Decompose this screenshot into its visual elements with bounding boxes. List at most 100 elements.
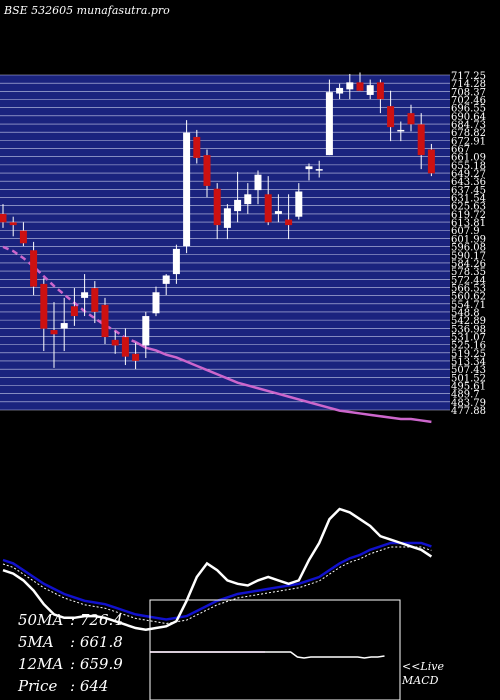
candle — [152, 286, 160, 317]
candle — [376, 79, 384, 114]
candle-body — [274, 211, 282, 214]
candle-body — [142, 316, 150, 346]
price-tick-label: 531.07 — [451, 332, 486, 343]
candle — [60, 297, 68, 352]
candle-body — [60, 323, 68, 329]
candle-body — [91, 288, 99, 312]
candle-body — [336, 87, 344, 94]
candle-body — [172, 248, 180, 275]
price-tick-label: 572.44 — [451, 275, 486, 286]
price-tick-label: 513.34 — [451, 357, 486, 368]
stat-12ma: 12MA: 659.9 — [18, 655, 123, 673]
candle — [142, 311, 150, 359]
price-tick-label: 477.88 — [451, 406, 486, 417]
candle-body — [407, 113, 415, 125]
price-tick-label: 483.79 — [451, 398, 486, 409]
price-tick-label: 690.64 — [451, 112, 486, 123]
candle-body — [356, 82, 364, 91]
candle-body — [203, 155, 211, 186]
candle-body — [162, 275, 170, 284]
candle-body — [397, 129, 405, 132]
stat-50ma: 50MA: 726.4 — [18, 611, 123, 629]
pane-value-line — [150, 651, 385, 659]
candle-body — [427, 149, 435, 174]
candle — [315, 160, 323, 178]
candle — [274, 194, 282, 223]
price-grid — [0, 74, 450, 411]
macd-dotted-line — [2, 546, 432, 625]
price-tick-label: 542.89 — [451, 316, 486, 327]
price-tick-label: 596.08 — [451, 243, 486, 254]
price-tick-label: 619.72 — [451, 210, 486, 221]
candle-body — [305, 166, 313, 170]
candle — [356, 72, 364, 91]
candle-body — [70, 306, 78, 317]
candle — [132, 342, 140, 370]
macd-indicator — [2, 507, 433, 631]
candle-body — [81, 292, 89, 298]
price-tick-label: 631.54 — [451, 194, 486, 205]
candle — [193, 129, 201, 164]
candle — [336, 83, 344, 100]
candle-body — [193, 136, 201, 158]
candle-body — [152, 292, 160, 314]
candle — [40, 278, 48, 352]
price-tick-label: 717.25 — [451, 71, 486, 82]
candle-body — [285, 219, 293, 226]
macd-signal-line — [2, 541, 432, 621]
price-tick-label: 607.9 — [451, 226, 480, 237]
candle-body — [366, 85, 374, 95]
price-tick-label: 548.8 — [451, 308, 480, 319]
candle-body — [244, 194, 252, 205]
price-tick-label: 590.17 — [451, 251, 486, 262]
price-tick-label: 702.46 — [451, 96, 486, 107]
candle — [285, 194, 293, 240]
candle-body — [295, 191, 303, 217]
candle-body — [40, 283, 48, 329]
candle-body — [50, 330, 58, 335]
candle — [234, 171, 242, 223]
candle — [346, 73, 354, 100]
price-tick-label: 637.45 — [451, 185, 486, 196]
candle — [101, 297, 109, 345]
candle — [111, 331, 119, 354]
macd-label: MACD — [402, 674, 439, 687]
price-tick-label: 507.43 — [451, 365, 486, 376]
candle — [19, 222, 27, 247]
macd-live-link[interactable]: <<Live — [402, 660, 444, 673]
moving-average-line — [2, 245, 432, 424]
candle — [295, 183, 303, 220]
price-tick-label: 601.99 — [451, 234, 486, 245]
price-tick-label: 649.27 — [451, 169, 486, 180]
price-tick-label: 643.36 — [451, 177, 486, 188]
candle — [91, 281, 99, 324]
candle — [417, 113, 425, 170]
price-tick-label: 495.61 — [451, 381, 486, 392]
candle-body — [183, 132, 191, 247]
candle-body — [0, 213, 7, 223]
candle-body — [132, 353, 140, 361]
price-tick-label: 696.55 — [451, 104, 486, 115]
candle — [325, 79, 333, 156]
price-tick-label: 519.25 — [451, 349, 486, 360]
grid-band — [0, 75, 450, 410]
candle — [397, 121, 405, 142]
candle — [9, 216, 17, 237]
price-tick-label: 536.98 — [451, 324, 486, 335]
candle — [387, 90, 395, 142]
price-tick-label: 625.63 — [451, 202, 486, 213]
candle — [213, 183, 221, 240]
candlesticks — [0, 72, 435, 370]
price-tick-label: 684.73 — [451, 120, 486, 131]
price-tick-label: 525.16 — [451, 341, 486, 352]
candle — [223, 204, 231, 240]
price-tick-label: 566.53 — [451, 283, 486, 294]
price-tick-label: 489.7 — [451, 390, 480, 401]
candle-body — [325, 92, 333, 156]
price-tick-label: 554.71 — [451, 300, 486, 311]
candle-body — [213, 188, 221, 226]
candle — [427, 143, 435, 177]
candle — [172, 244, 180, 284]
candle — [366, 79, 374, 100]
ma-line — [134, 340, 432, 424]
